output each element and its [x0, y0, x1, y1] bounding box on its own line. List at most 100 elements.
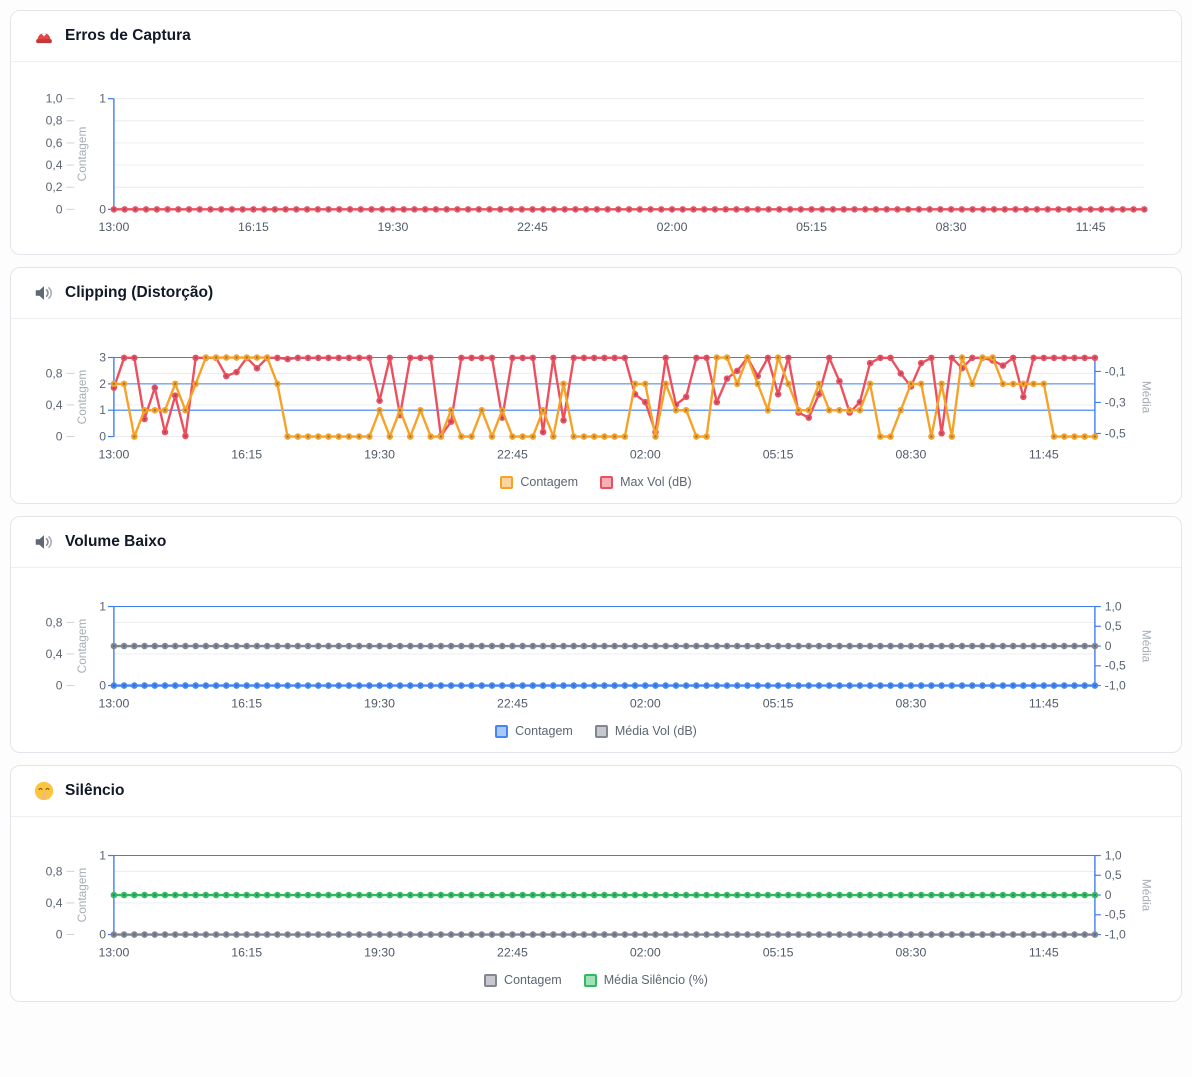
svg-text:Contagem: Contagem	[75, 868, 89, 923]
svg-text:2: 2	[99, 377, 106, 391]
card-header: Silêncio	[11, 766, 1181, 817]
legend-item[interactable]: Contagem	[484, 973, 562, 987]
legend-swatch	[495, 724, 509, 738]
line-chart-canvas[interactable]: 0,8 0,4 0 Contagem 3 2 1 0 -0,1 -0,3 -0,5 Média 13:0…	[23, 327, 1169, 473]
chart-area: 0,8 0,4 0 Contagem 1 0 1,0 0,5 0 -0,5 -1,0 Média 13:…	[11, 817, 1181, 1001]
svg-text:1: 1	[99, 848, 106, 862]
chart-card-erros-de-captura: Erros de Captura 1,0 0,8 0,6 0,4 0,2 0 Contage…	[10, 10, 1182, 255]
svg-text:02:00: 02:00	[630, 447, 661, 461]
chart-legend: Contagem Max Vol (dB)	[23, 473, 1169, 499]
svg-text:0,8: 0,8	[46, 864, 63, 878]
legend-swatch	[600, 475, 614, 489]
legend-label: Contagem	[520, 475, 579, 489]
svg-text:19:30: 19:30	[364, 945, 395, 959]
svg-text:0,2: 0,2	[46, 180, 63, 194]
legend-swatch	[583, 973, 597, 987]
svg-text:0,8: 0,8	[46, 114, 63, 128]
svg-text:0: 0	[56, 928, 63, 942]
svg-text:0: 0	[99, 430, 106, 444]
chart-area: 0,8 0,4 0 Contagem 1 0 1,0 0,5 0 -0,5 -1,0 Média 13:…	[11, 568, 1181, 752]
svg-text:08:30: 08:30	[936, 220, 967, 234]
chart-legend: Contagem Média Silêncio (%)	[23, 971, 1169, 997]
svg-text:0: 0	[1105, 888, 1112, 902]
svg-text:0,4: 0,4	[46, 896, 63, 910]
svg-text:Média: Média	[1139, 630, 1153, 663]
legend-label: Contagem	[504, 973, 562, 987]
svg-text:-1,0: -1,0	[1105, 928, 1126, 942]
svg-text:1,0: 1,0	[46, 92, 63, 106]
card-title: Clipping (Distorção)	[65, 284, 214, 301]
svg-text:22:45: 22:45	[497, 696, 528, 710]
svg-text:16:15: 16:15	[231, 696, 262, 710]
svg-text:08:30: 08:30	[896, 696, 927, 710]
svg-text:19:30: 19:30	[378, 220, 409, 234]
svg-text:0,4: 0,4	[46, 398, 63, 412]
svg-text:0,5: 0,5	[1105, 868, 1122, 882]
svg-text:02:00: 02:00	[630, 696, 661, 710]
legend-item[interactable]: Média Vol (dB)	[594, 724, 697, 738]
svg-text:13:00: 13:00	[98, 447, 129, 461]
legend-item[interactable]: Max Vol (dB)	[600, 475, 692, 489]
svg-text:3: 3	[99, 350, 106, 364]
svg-text:22:45: 22:45	[517, 220, 548, 234]
chart-card-volume-baixo: Volume Baixo 0,8 0,4 0 Contagem 1 0 1,0 0,5 0 -0,…	[10, 516, 1182, 753]
svg-text:05:15: 05:15	[763, 447, 794, 461]
legend-swatch	[594, 724, 608, 738]
svg-text:19:30: 19:30	[364, 696, 395, 710]
legend-item[interactable]: Média Silêncio (%)	[583, 973, 708, 987]
svg-text:0,8: 0,8	[46, 615, 63, 629]
svg-text:1: 1	[99, 92, 106, 106]
chart-card-silencio: Silêncio 0,8 0,4 0 Contagem 1 0 1,0 0,5 0 -0,5 -1,…	[10, 765, 1182, 1002]
svg-text:Média: Média	[1139, 381, 1153, 414]
svg-text:16:15: 16:15	[231, 945, 262, 959]
svg-text:1: 1	[99, 403, 106, 417]
svg-text:16:15: 16:15	[238, 220, 269, 234]
svg-text:0: 0	[99, 679, 106, 693]
svg-text:05:15: 05:15	[796, 220, 827, 234]
svg-text:05:15: 05:15	[763, 945, 794, 959]
svg-text:0: 0	[56, 679, 63, 693]
svg-text:1: 1	[99, 599, 106, 613]
card-header: Volume Baixo	[11, 517, 1181, 568]
svg-text:1,0: 1,0	[1105, 599, 1122, 613]
svg-text:11:45: 11:45	[1029, 696, 1059, 710]
card-title: Erros de Captura	[65, 27, 191, 44]
svg-text:Contagem: Contagem	[75, 127, 89, 182]
svg-text:13:00: 13:00	[98, 945, 129, 959]
svg-text:13:00: 13:00	[98, 220, 129, 234]
svg-text:0: 0	[56, 202, 63, 216]
svg-text:08:30: 08:30	[896, 945, 927, 959]
legend-swatch	[500, 475, 514, 489]
svg-text:22:45: 22:45	[497, 447, 528, 461]
svg-text:11:45: 11:45	[1076, 220, 1106, 234]
line-chart-canvas[interactable]: 0,8 0,4 0 Contagem 1 0 1,0 0,5 0 -0,5 -1,0 Média 13:…	[23, 576, 1169, 722]
svg-text:-0,3: -0,3	[1105, 395, 1126, 409]
legend-label: Max Vol (dB)	[620, 475, 692, 489]
legend-label: Média Vol (dB)	[614, 724, 697, 738]
svg-text:0,4: 0,4	[46, 647, 63, 661]
chart-area: 0,8 0,4 0 Contagem 3 2 1 0 -0,1 -0,3 -0,5 Média 13:0…	[11, 319, 1181, 503]
svg-text:-0,5: -0,5	[1105, 908, 1126, 922]
svg-text:0: 0	[99, 928, 106, 942]
svg-text:-0,5: -0,5	[1105, 659, 1126, 673]
svg-text:16:15: 16:15	[231, 447, 262, 461]
svg-text:13:00: 13:00	[98, 696, 129, 710]
svg-text:-1,0: -1,0	[1105, 679, 1126, 693]
legend-item[interactable]: Contagem	[500, 475, 578, 489]
svg-text:19:30: 19:30	[364, 447, 395, 461]
card-title: Volume Baixo	[65, 533, 167, 550]
line-chart-canvas[interactable]: 0,8 0,4 0 Contagem 1 0 1,0 0,5 0 -0,5 -1,0 Média 13:…	[23, 825, 1169, 971]
legend-item[interactable]: Contagem	[495, 724, 573, 738]
svg-text:Contagem: Contagem	[75, 370, 89, 425]
legend-label: Contagem	[515, 724, 573, 738]
speaker-icon	[33, 531, 55, 553]
chart-legend	[23, 238, 1169, 250]
svg-text:0: 0	[56, 430, 63, 444]
svg-text:0,4: 0,4	[46, 158, 63, 172]
svg-text:08:30: 08:30	[896, 447, 927, 461]
line-chart-canvas[interactable]: 1,0 0,8 0,6 0,4 0,2 0 Contagem 1 0 13:00 16:15 19:3…	[23, 70, 1169, 238]
shush-icon	[33, 780, 55, 802]
svg-text:1,0: 1,0	[1105, 848, 1122, 862]
legend-label: Média Silêncio (%)	[603, 973, 708, 987]
svg-text:22:45: 22:45	[497, 945, 528, 959]
